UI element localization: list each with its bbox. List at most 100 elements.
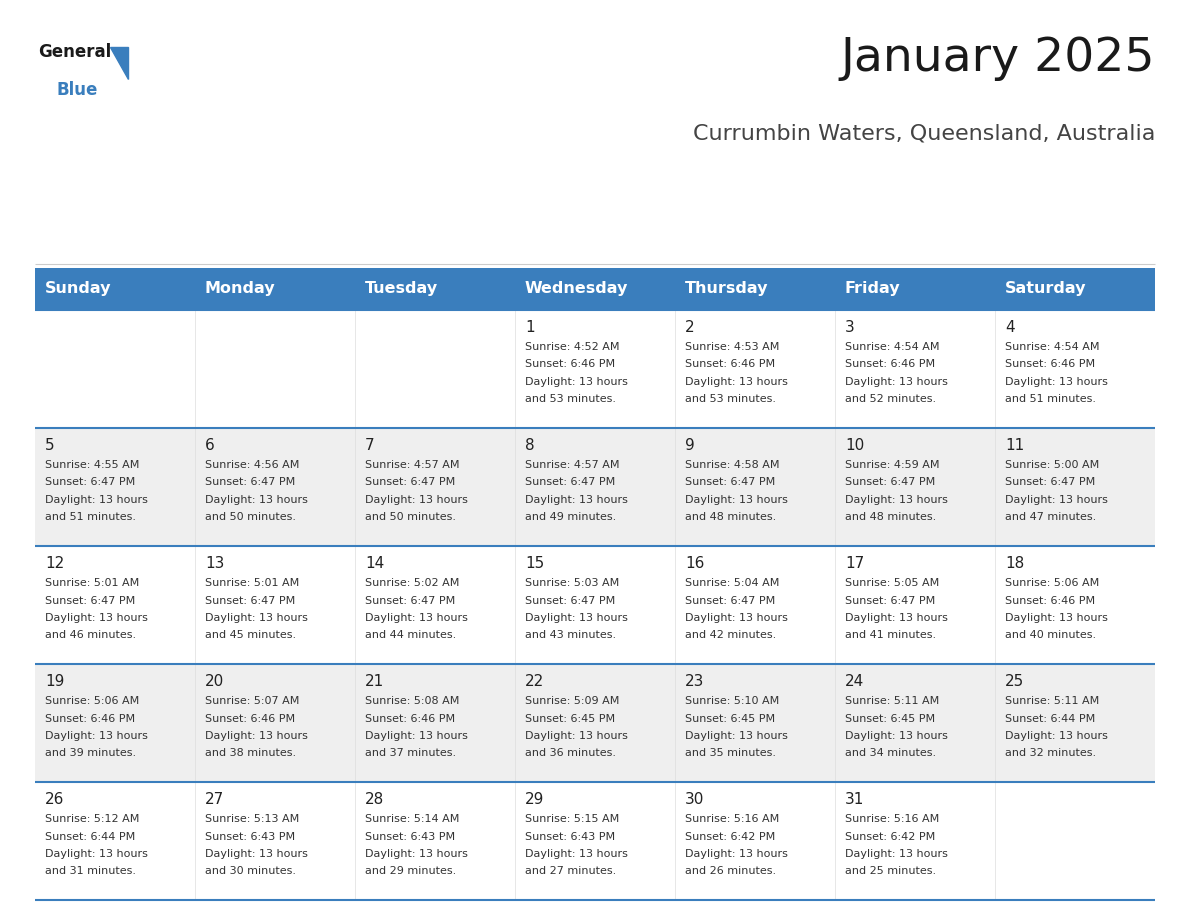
Text: and 52 minutes.: and 52 minutes. — [845, 395, 936, 405]
Text: 11: 11 — [1005, 438, 1024, 453]
Text: Daylight: 13 hours: Daylight: 13 hours — [365, 613, 468, 623]
Text: Sunset: 6:47 PM: Sunset: 6:47 PM — [845, 596, 935, 606]
Text: Sunrise: 5:13 AM: Sunrise: 5:13 AM — [206, 814, 299, 824]
Text: 21: 21 — [365, 674, 384, 689]
Text: Sunrise: 5:05 AM: Sunrise: 5:05 AM — [845, 578, 940, 588]
Text: Sunrise: 5:06 AM: Sunrise: 5:06 AM — [45, 696, 139, 706]
Text: 8: 8 — [525, 438, 535, 453]
Text: 28: 28 — [365, 792, 384, 807]
Text: Sunset: 6:47 PM: Sunset: 6:47 PM — [45, 477, 135, 487]
Text: Sunrise: 4:54 AM: Sunrise: 4:54 AM — [1005, 342, 1100, 352]
Text: 17: 17 — [845, 556, 864, 571]
Text: Tuesday: Tuesday — [365, 282, 438, 297]
Text: and 40 minutes.: and 40 minutes. — [1005, 631, 1097, 641]
Text: 12: 12 — [45, 556, 64, 571]
Text: Sunset: 6:46 PM: Sunset: 6:46 PM — [365, 713, 455, 723]
Text: and 50 minutes.: and 50 minutes. — [206, 512, 296, 522]
Text: Sunset: 6:47 PM: Sunset: 6:47 PM — [685, 477, 776, 487]
Text: and 51 minutes.: and 51 minutes. — [45, 512, 135, 522]
Text: Daylight: 13 hours: Daylight: 13 hours — [365, 731, 468, 741]
Text: and 37 minutes.: and 37 minutes. — [365, 748, 456, 758]
Text: Wednesday: Wednesday — [525, 282, 628, 297]
Text: Sunset: 6:45 PM: Sunset: 6:45 PM — [845, 713, 935, 723]
Bar — [34, 546, 1155, 664]
Text: Sunrise: 5:11 AM: Sunrise: 5:11 AM — [1005, 696, 1099, 706]
Text: Daylight: 13 hours: Daylight: 13 hours — [525, 495, 628, 505]
Text: Sunrise: 5:00 AM: Sunrise: 5:00 AM — [1005, 460, 1099, 470]
Text: and 42 minutes.: and 42 minutes. — [685, 631, 776, 641]
Text: Monday: Monday — [206, 282, 276, 297]
Text: Sunrise: 5:04 AM: Sunrise: 5:04 AM — [685, 578, 779, 588]
Text: Sunset: 6:47 PM: Sunset: 6:47 PM — [365, 477, 455, 487]
Text: Sunrise: 5:01 AM: Sunrise: 5:01 AM — [45, 578, 139, 588]
Text: Sunset: 6:46 PM: Sunset: 6:46 PM — [685, 360, 775, 370]
Text: and 50 minutes.: and 50 minutes. — [365, 512, 456, 522]
Text: 1: 1 — [525, 320, 535, 335]
Text: 2: 2 — [685, 320, 695, 335]
Bar — [34, 310, 1155, 428]
Text: Sunrise: 4:57 AM: Sunrise: 4:57 AM — [525, 460, 619, 470]
Text: 22: 22 — [525, 674, 544, 689]
Text: and 53 minutes.: and 53 minutes. — [685, 395, 776, 405]
Text: Sunday: Sunday — [45, 282, 112, 297]
Text: Daylight: 13 hours: Daylight: 13 hours — [1005, 495, 1108, 505]
Text: Sunset: 6:46 PM: Sunset: 6:46 PM — [45, 713, 135, 723]
Text: Sunset: 6:42 PM: Sunset: 6:42 PM — [845, 832, 935, 842]
Text: 25: 25 — [1005, 674, 1024, 689]
Text: Sunrise: 4:57 AM: Sunrise: 4:57 AM — [365, 460, 460, 470]
Text: Sunset: 6:42 PM: Sunset: 6:42 PM — [685, 832, 776, 842]
Text: and 43 minutes.: and 43 minutes. — [525, 631, 617, 641]
Text: Sunrise: 4:59 AM: Sunrise: 4:59 AM — [845, 460, 940, 470]
Text: Daylight: 13 hours: Daylight: 13 hours — [1005, 731, 1108, 741]
Text: Sunset: 6:45 PM: Sunset: 6:45 PM — [525, 713, 615, 723]
Text: Sunrise: 5:11 AM: Sunrise: 5:11 AM — [845, 696, 940, 706]
Text: Currumbin Waters, Queensland, Australia: Currumbin Waters, Queensland, Australia — [693, 123, 1155, 143]
Text: Daylight: 13 hours: Daylight: 13 hours — [45, 731, 147, 741]
Text: and 44 minutes.: and 44 minutes. — [365, 631, 456, 641]
Text: Daylight: 13 hours: Daylight: 13 hours — [206, 849, 308, 859]
Text: 14: 14 — [365, 556, 384, 571]
Text: Sunset: 6:47 PM: Sunset: 6:47 PM — [525, 477, 615, 487]
Text: and 32 minutes.: and 32 minutes. — [1005, 748, 1097, 758]
Text: Daylight: 13 hours: Daylight: 13 hours — [1005, 377, 1108, 387]
Text: January 2025: January 2025 — [840, 36, 1155, 81]
Text: Daylight: 13 hours: Daylight: 13 hours — [45, 495, 147, 505]
Text: and 36 minutes.: and 36 minutes. — [525, 748, 617, 758]
Text: Sunset: 6:47 PM: Sunset: 6:47 PM — [845, 477, 935, 487]
Bar — [34, 428, 1155, 546]
Text: and 30 minutes.: and 30 minutes. — [206, 867, 296, 877]
Text: Sunrise: 4:58 AM: Sunrise: 4:58 AM — [685, 460, 779, 470]
Text: 6: 6 — [206, 438, 215, 453]
Text: 26: 26 — [45, 792, 64, 807]
Text: Daylight: 13 hours: Daylight: 13 hours — [685, 377, 788, 387]
Text: 18: 18 — [1005, 556, 1024, 571]
Text: Sunrise: 5:01 AM: Sunrise: 5:01 AM — [206, 578, 299, 588]
Text: Sunrise: 5:16 AM: Sunrise: 5:16 AM — [685, 814, 779, 824]
Polygon shape — [110, 47, 128, 79]
Text: 4: 4 — [1005, 320, 1015, 335]
Text: 20: 20 — [206, 674, 225, 689]
Text: Daylight: 13 hours: Daylight: 13 hours — [365, 849, 468, 859]
Text: 9: 9 — [685, 438, 695, 453]
Text: and 48 minutes.: and 48 minutes. — [685, 512, 776, 522]
Text: 13: 13 — [206, 556, 225, 571]
Text: Sunset: 6:47 PM: Sunset: 6:47 PM — [685, 596, 776, 606]
Text: and 47 minutes.: and 47 minutes. — [1005, 512, 1097, 522]
Text: and 53 minutes.: and 53 minutes. — [525, 395, 617, 405]
Text: Sunset: 6:43 PM: Sunset: 6:43 PM — [525, 832, 615, 842]
Text: Sunset: 6:45 PM: Sunset: 6:45 PM — [685, 713, 775, 723]
Text: Daylight: 13 hours: Daylight: 13 hours — [685, 613, 788, 623]
Text: and 35 minutes.: and 35 minutes. — [685, 748, 776, 758]
Text: 23: 23 — [685, 674, 704, 689]
Text: 5: 5 — [45, 438, 55, 453]
Text: Daylight: 13 hours: Daylight: 13 hours — [525, 849, 628, 859]
Text: 15: 15 — [525, 556, 544, 571]
Text: 27: 27 — [206, 792, 225, 807]
Text: Sunrise: 5:15 AM: Sunrise: 5:15 AM — [525, 814, 619, 824]
Text: 3: 3 — [845, 320, 854, 335]
Text: Daylight: 13 hours: Daylight: 13 hours — [685, 849, 788, 859]
Text: 10: 10 — [845, 438, 864, 453]
Text: Sunset: 6:46 PM: Sunset: 6:46 PM — [525, 360, 615, 370]
Text: Sunrise: 5:06 AM: Sunrise: 5:06 AM — [1005, 578, 1099, 588]
Text: Sunrise: 5:03 AM: Sunrise: 5:03 AM — [525, 578, 619, 588]
